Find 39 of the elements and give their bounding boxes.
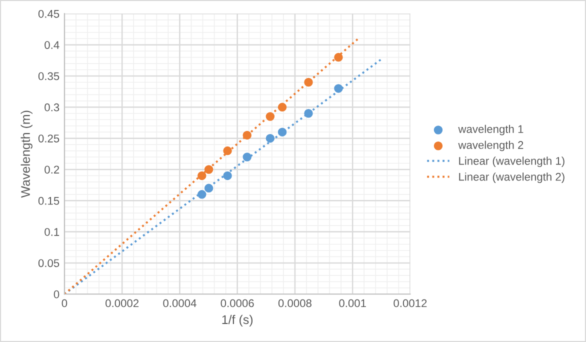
- point: [266, 134, 275, 143]
- y-tick-label: 0.3: [44, 103, 60, 112]
- x-tick-label: 0.0008: [278, 299, 312, 308]
- y-tick-label: 0.15: [38, 196, 60, 205]
- point: [198, 190, 206, 199]
- y-axis-title: Wavelength (m): [20, 110, 32, 198]
- point: [334, 84, 343, 93]
- x-tick-label: 0.0006: [220, 299, 254, 308]
- point: [204, 184, 214, 193]
- y-tick-label: 0.1: [44, 228, 60, 236]
- y-tick-label: 0.25: [38, 134, 60, 142]
- legend-label: Linear (wavelength 1): [459, 156, 564, 168]
- point: [334, 52, 343, 62]
- y-tick-label: 0.35: [38, 72, 60, 80]
- point: [223, 146, 232, 156]
- y-tick-label: 0: [54, 290, 60, 298]
- x-axis-title: 1/f (s): [222, 314, 253, 327]
- y-tick-label: 0.4: [44, 41, 60, 49]
- x-tick-label: 0.0012: [394, 299, 427, 308]
- legend-label: wavelength 2: [458, 140, 524, 152]
- point: [204, 165, 214, 174]
- x-tick-label: 0.0002: [106, 299, 139, 308]
- x-tick-label: 0.001: [339, 299, 366, 308]
- x-tick-label: 0: [62, 299, 68, 308]
- point: [304, 109, 313, 118]
- point: [198, 171, 206, 180]
- legend-label: wavelength 1: [458, 124, 524, 136]
- point: [304, 78, 313, 87]
- point: [223, 171, 232, 180]
- point: [278, 128, 287, 136]
- y-tick-label: 0.45: [38, 10, 60, 18]
- y-tick-label: 0.2: [44, 166, 60, 174]
- y-tick-label: 0.05: [38, 259, 60, 268]
- point: [242, 152, 252, 162]
- point: [242, 130, 252, 140]
- point: [266, 112, 275, 121]
- point: [278, 102, 287, 112]
- legend-label: Linear (wavelength 2): [459, 172, 564, 183]
- x-tick-label: 0.0004: [163, 299, 196, 308]
